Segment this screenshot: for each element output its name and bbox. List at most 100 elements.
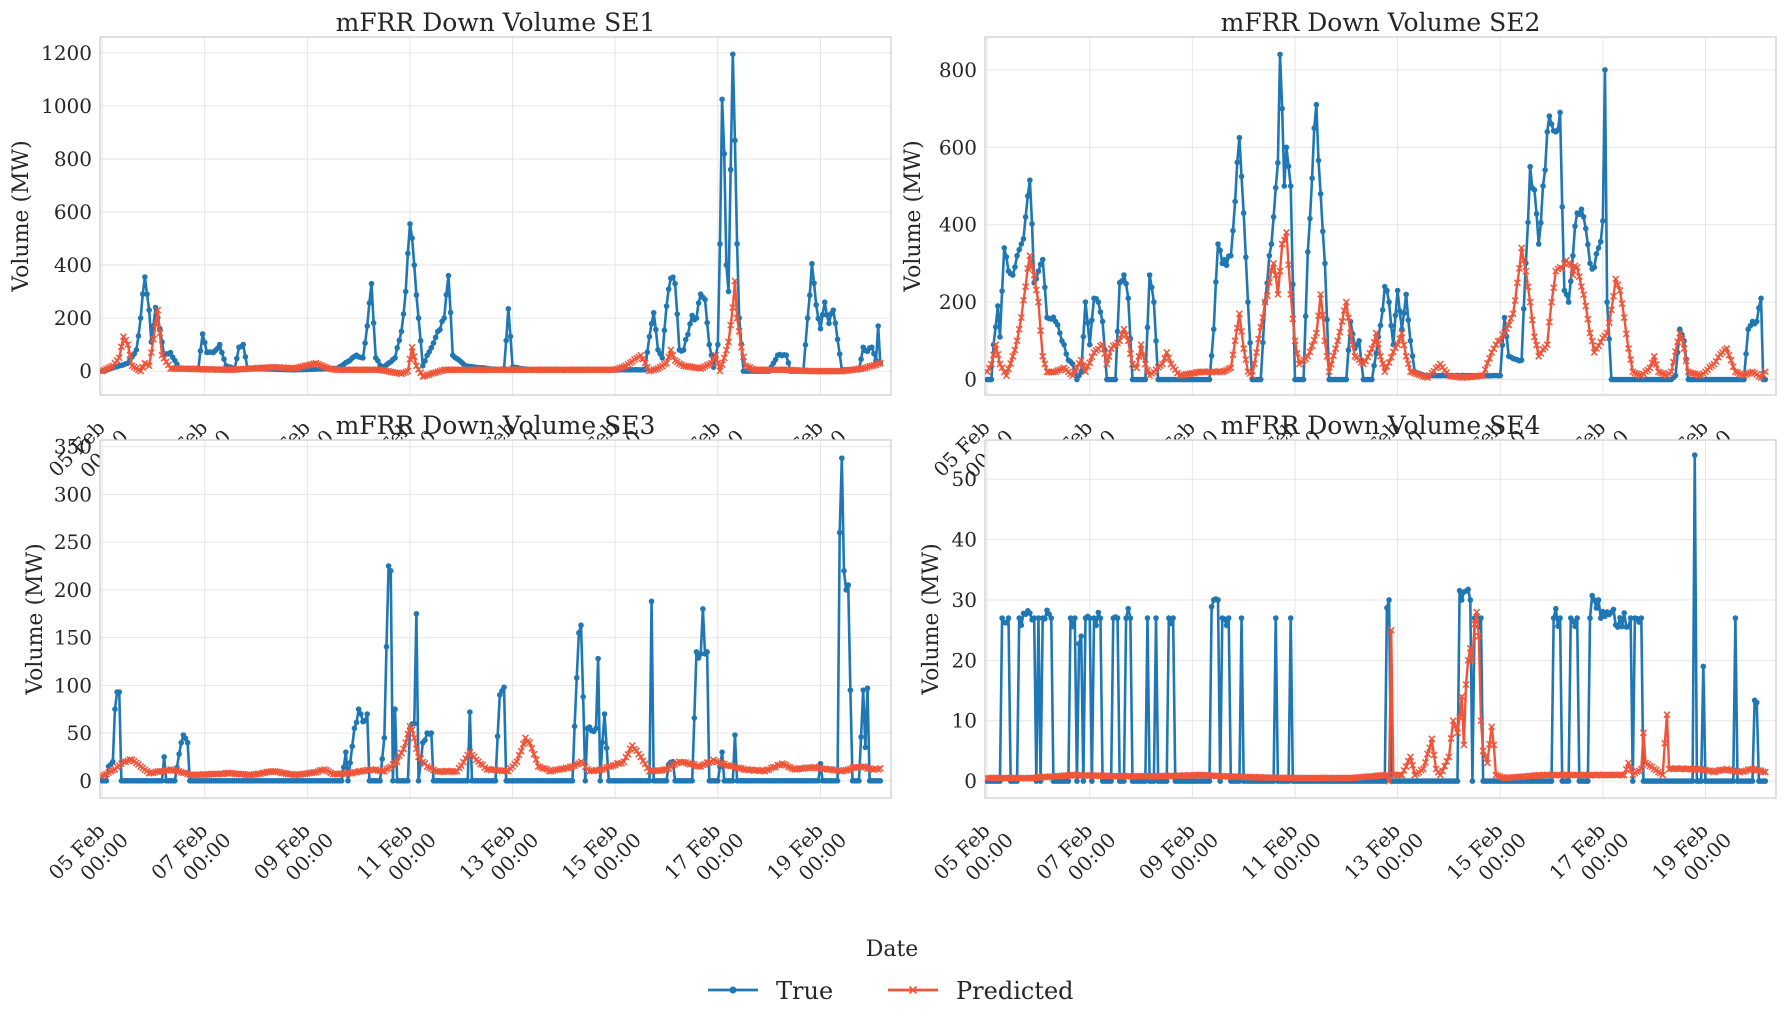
data-point	[1120, 325, 1128, 333]
data-point	[1050, 314, 1057, 320]
data-point	[1555, 623, 1561, 629]
data-point	[1266, 252, 1273, 259]
data-point	[1272, 615, 1279, 621]
data-point	[1406, 368, 1414, 376]
data-point	[1550, 615, 1557, 621]
data-point	[1578, 206, 1585, 213]
data-point	[811, 280, 817, 286]
plot-area	[100, 37, 891, 395]
data-point	[1451, 722, 1459, 730]
data-point	[1263, 292, 1271, 300]
data-point	[1518, 244, 1526, 252]
data-point	[405, 250, 411, 257]
data-point	[1089, 778, 1095, 784]
data-point	[1277, 51, 1283, 58]
x-tick-label: 09 Feb00:00	[249, 811, 338, 900]
data-point	[653, 326, 659, 333]
data-point	[1741, 376, 1747, 383]
data-point	[1503, 325, 1511, 333]
data-point	[519, 740, 527, 748]
data-point	[1652, 360, 1660, 369]
data-point	[1584, 315, 1592, 323]
data-point	[1618, 771, 1626, 779]
data-point	[1646, 364, 1654, 372]
data-point	[1569, 271, 1577, 279]
data-point	[1419, 765, 1427, 773]
data-point	[1148, 284, 1155, 291]
data-point	[1691, 370, 1699, 378]
panel-title: mFRR Down Volume SE3	[336, 411, 656, 440]
data-point	[221, 356, 227, 362]
x-tick-label: 07 Feb00:00	[146, 811, 235, 900]
data-point	[665, 353, 673, 361]
data-point	[422, 358, 428, 364]
data-point	[1385, 777, 1393, 785]
data-point	[390, 778, 396, 784]
data-point	[1617, 615, 1623, 621]
data-point	[126, 756, 134, 764]
data-point	[184, 739, 191, 746]
data-point	[1421, 758, 1429, 766]
data-point	[1229, 351, 1237, 359]
data-point	[400, 311, 407, 317]
data-point	[1603, 329, 1611, 337]
data-point	[821, 299, 828, 305]
data-point	[1340, 307, 1348, 315]
data-point	[402, 288, 409, 295]
data-point	[648, 598, 655, 605]
data-point	[994, 350, 1002, 358]
data-point	[1533, 341, 1541, 349]
data-point	[402, 739, 410, 747]
data-point	[1218, 368, 1226, 376]
data-point	[652, 365, 660, 373]
data-point	[1073, 364, 1081, 372]
data-point	[370, 320, 377, 326]
data-point	[804, 315, 811, 321]
data-point	[145, 362, 153, 370]
data-point	[160, 354, 168, 362]
data-point	[1123, 615, 1129, 621]
data-point	[700, 606, 706, 612]
data-point	[428, 730, 435, 736]
data-point	[467, 709, 473, 715]
data-point	[783, 352, 790, 359]
data-point	[1756, 305, 1762, 311]
data-point	[1650, 352, 1658, 360]
data-point	[1409, 353, 1416, 359]
data-point	[1126, 350, 1134, 358]
data-point	[368, 280, 375, 287]
data-point	[1144, 615, 1151, 621]
data-point	[1217, 778, 1223, 784]
data-point	[462, 754, 470, 763]
data-point	[1590, 348, 1598, 356]
data-point	[1661, 739, 1669, 747]
plot-area	[100, 440, 891, 798]
panel-title: mFRR Down Volume SE4	[1221, 411, 1541, 440]
data-point	[1242, 356, 1250, 364]
data-point	[1700, 663, 1707, 670]
data-point	[707, 359, 715, 367]
data-point	[985, 368, 991, 376]
data-point	[1372, 329, 1380, 337]
data-point	[582, 778, 589, 784]
data-point	[1213, 279, 1219, 285]
data-point	[1509, 310, 1517, 318]
data-point	[149, 335, 157, 343]
data-point	[1022, 283, 1030, 291]
y-tick-label: 300	[54, 482, 92, 506]
data-point	[1306, 348, 1314, 356]
data-point	[732, 137, 738, 144]
data-point	[1078, 633, 1084, 640]
data-point	[1168, 620, 1174, 627]
data-point	[1057, 330, 1063, 336]
data-point	[1371, 362, 1377, 369]
data-point	[646, 333, 653, 340]
data-point	[1003, 254, 1010, 260]
data-point	[347, 760, 353, 766]
data-point	[1012, 264, 1018, 270]
data-point	[1028, 262, 1036, 270]
data-point	[1490, 741, 1498, 749]
data-point	[727, 166, 734, 173]
data-point	[1093, 622, 1099, 629]
